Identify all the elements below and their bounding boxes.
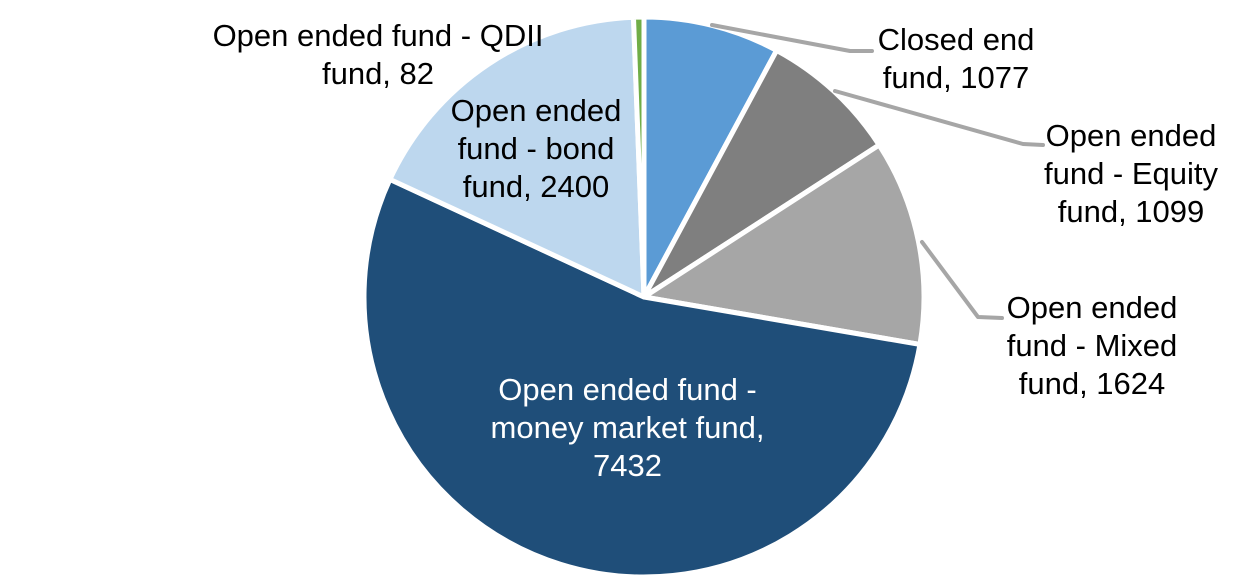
- data-label-bond-fund: Open ended fund - bond fund, 2400: [450, 93, 622, 204]
- data-label-money-market-fund: Open ended fund - money market fund, 743…: [490, 372, 765, 483]
- pie-slice-open-ended-fund-qdii-fund: [630, 14, 647, 300]
- pie-slices: [361, 14, 927, 580]
- data-label-mixed-fund: Open ended fund - Mixed fund, 1624: [1006, 290, 1178, 401]
- leader-line-equity-fund: [833, 89, 1045, 147]
- data-label-qdii-fund: Open ended fund - QDII fund, 82: [212, 18, 544, 91]
- data-label-equity-fund: Open ended fund - Equity fund, 1099: [1043, 118, 1219, 229]
- pie-slice-open-ended-fund-mixed-fund: [641, 142, 927, 347]
- leader-lines: [710, 23, 1045, 320]
- pie-slice-open-ended-fund-money-market-fund: [361, 176, 923, 580]
- leader-line-closed-end-fund: [710, 23, 874, 53]
- data-label-closed-end-fund: Closed end fund, 1077: [877, 22, 1035, 95]
- pie-slice-open-ended-fund-bond-fund: [387, 14, 647, 300]
- leader-line-mixed-fund: [920, 240, 1004, 320]
